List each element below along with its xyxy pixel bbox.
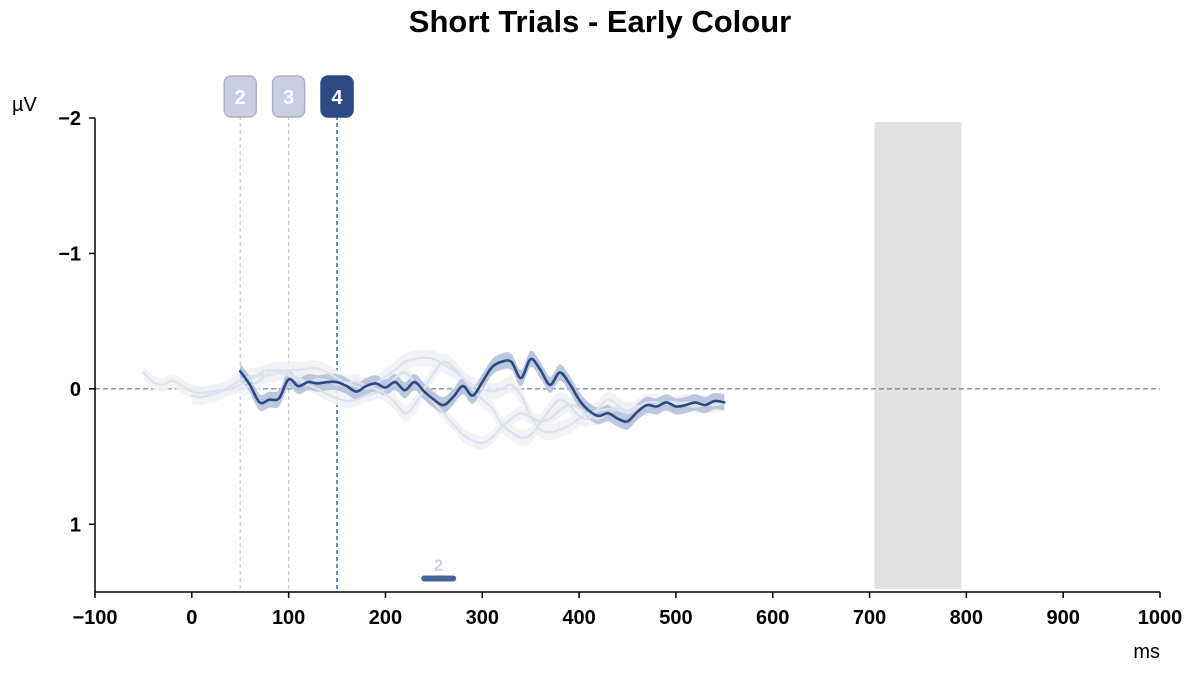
y-tick-label: 0 — [70, 379, 81, 401]
x-tick-label: 0 — [186, 607, 197, 629]
marker-badge-3[interactable]: 3 — [271, 75, 306, 118]
series-lines-layer — [142, 356, 726, 445]
y-tick-label: −2 — [58, 108, 81, 130]
x-tick-label: 900 — [1046, 607, 1079, 629]
x-tick-label: 500 — [659, 607, 692, 629]
clusters-layer: 2 — [421, 557, 457, 582]
marker-badge-label: 2 — [235, 87, 246, 109]
series-3-line — [239, 360, 726, 439]
marker-badge-box — [271, 75, 306, 118]
marker-badge-label: 4 — [331, 87, 343, 109]
x-tick-label: 200 — [369, 607, 402, 629]
cluster-label: 2 — [434, 557, 443, 574]
x-tick-label: 400 — [562, 607, 595, 629]
marker-badge-2[interactable]: 2 — [223, 75, 257, 118]
y-axis-unit-label: µV — [12, 94, 38, 116]
marker-badge-box — [223, 75, 257, 118]
marker-badges-layer: 2 3 4 — [223, 75, 354, 118]
marker-badge-label: 3 — [283, 87, 294, 109]
chart-title: Short Trials - Early Colour — [409, 4, 791, 39]
marker-badge-box — [320, 75, 354, 118]
shaded-region-layer — [874, 122, 962, 589]
y-tick-label: 1 — [70, 514, 81, 536]
series-4-line — [238, 357, 726, 423]
marker-badge-4[interactable]: 4 — [320, 75, 354, 118]
x-tick-label: 800 — [950, 607, 983, 629]
x-tick-label: 1000 — [1138, 607, 1183, 629]
axes-layer: −100 0 100 200 300 400 500 600 700 800 900 1000 −2 −1… — [58, 108, 1182, 629]
shaded-time-window — [874, 122, 962, 589]
y-tick-label: −1 — [58, 243, 81, 265]
marker-lines-layer — [239, 116, 338, 592]
x-tick-label: 300 — [466, 607, 499, 629]
x-tick-label: −100 — [72, 607, 117, 629]
x-tick-label: 100 — [272, 607, 305, 629]
x-tick-label: 700 — [853, 607, 886, 629]
x-axis-unit-label: ms — [1133, 641, 1160, 663]
x-tick-label: 600 — [756, 607, 789, 629]
